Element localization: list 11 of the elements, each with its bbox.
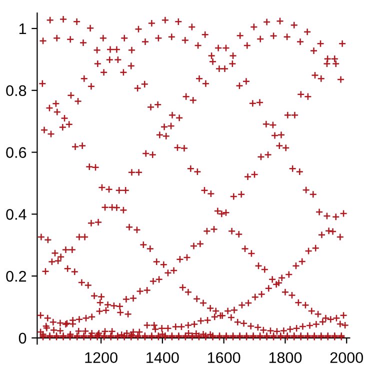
y-tick-label: 0.4: [6, 209, 26, 220]
x-tick-label: 1800: [269, 352, 302, 364]
y-tick-label: 0.6: [6, 147, 26, 158]
x-tick-label: 1200: [85, 352, 118, 364]
y-tick-label: 0: [18, 332, 26, 344]
y-tick-label: 1: [19, 24, 26, 34]
x-tick-label: 1600: [208, 352, 240, 364]
y-tick-label: 0.8: [6, 85, 26, 96]
x-tick-label: 1400: [146, 352, 179, 364]
x-tick-label: 2000: [330, 352, 364, 364]
y-tick-label: 0.2: [6, 270, 26, 282]
